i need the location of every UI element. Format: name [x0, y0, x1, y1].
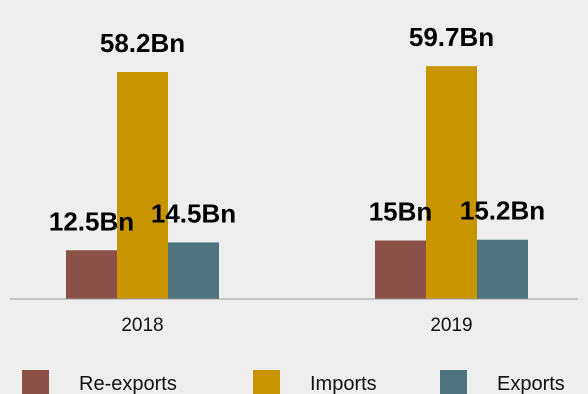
x-tick-label-2018: 2018: [121, 315, 163, 336]
legend-label-exports: Exports: [497, 373, 565, 394]
bar-exports-2018: [168, 242, 219, 299]
legend-item-re-exports: Re-exports: [22, 370, 177, 394]
legend: Re-exports Imports Exports: [22, 370, 565, 394]
data-label-re-exports-2019: 15Bn: [369, 197, 433, 227]
data-label-exports-2018: 14.5Bn: [151, 198, 236, 228]
data-labels-group: 12.5Bn 58.2Bn 14.5Bn 15Bn 59.7Bn 15.2Bn: [49, 22, 545, 236]
legend-swatch-exports: [440, 370, 467, 394]
legend-item-exports: Exports: [440, 370, 565, 394]
legend-label-re-exports: Re-exports: [79, 373, 177, 394]
x-tick-label-2019: 2019: [430, 315, 472, 336]
data-label-imports-2018: 58.2Bn: [100, 28, 185, 58]
legend-swatch-re-exports: [22, 370, 49, 394]
data-label-imports-2019: 59.7Bn: [409, 22, 494, 52]
data-label-re-exports-2018: 12.5Bn: [49, 206, 134, 236]
legend-item-imports: Imports: [253, 370, 377, 394]
bar-imports-2019: [426, 66, 477, 299]
bar-exports-2019: [477, 239, 528, 299]
bar-re-exports-2018: [66, 250, 117, 299]
bar-re-exports-2019: [375, 240, 426, 299]
bars-group: [66, 66, 528, 300]
data-label-exports-2019: 15.2Bn: [460, 196, 545, 226]
legend-swatch-imports: [253, 370, 280, 394]
x-tick-labels-group: 2018 2019: [121, 315, 472, 336]
bar-imports-2018: [117, 72, 168, 300]
legend-label-imports: Imports: [310, 373, 377, 394]
